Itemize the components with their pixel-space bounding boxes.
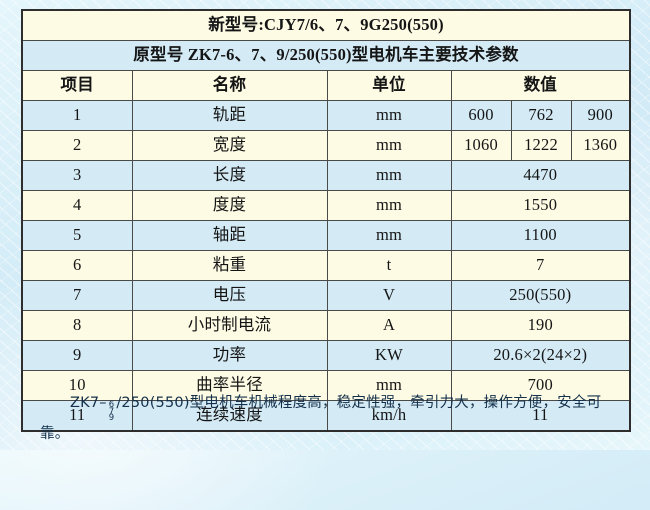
column-header-unit: 单位 xyxy=(326,70,452,101)
table-body: 新型号:CJY7/6、7、9G250(550) 原型号 ZK7-6、7、9/25… xyxy=(21,9,631,432)
row-name: 轨距 xyxy=(131,100,328,131)
row-number: 9 xyxy=(21,340,133,371)
row-name: 小时制电流 xyxy=(131,310,328,341)
row-unit: t xyxy=(326,250,452,281)
column-header-value: 数值 xyxy=(450,70,631,101)
row-name: 功率 xyxy=(131,340,328,371)
row-unit: KW xyxy=(326,340,452,371)
row-unit: mm xyxy=(326,220,452,251)
original-model-title: 原型号 ZK7-6、7、9/250(550)型电机车主要技术参数 xyxy=(21,40,631,71)
table-row: 1 轨距 mm 600 762 900 xyxy=(21,100,631,131)
table-row-column-headers: 项目 名称 单位 数值 xyxy=(21,70,631,101)
row-value: 250(550) xyxy=(450,280,631,311)
row-name: 宽度 xyxy=(131,130,328,161)
row-number: 1 xyxy=(21,100,133,131)
row-name: 粘重 xyxy=(131,250,328,281)
row-name: 长度 xyxy=(131,160,328,191)
column-header-item: 项目 xyxy=(21,70,133,101)
footer-description: ZK7– 6 7 9/250(550)型电机车机械程度高，稳定性强，牵引力大，操作方便… xyxy=(40,392,620,445)
footer-model-prefix: ZK7– xyxy=(70,395,107,411)
table-row: 5 轴距 mm 1100 xyxy=(21,220,631,251)
row-unit: mm xyxy=(326,190,452,221)
row-unit: mm xyxy=(326,100,452,131)
table-row: 2 宽度 mm 1060 1222 1360 xyxy=(21,130,631,161)
row-value: 7 xyxy=(450,250,631,281)
spec-sheet: 新型号:CJY7/6、7、9G250(550) 原型号 ZK7-6、7、9/25… xyxy=(21,9,632,445)
row-value-1: 600 xyxy=(450,100,512,131)
new-model-title: 新型号:CJY7/6、7、9G250(550) xyxy=(21,9,631,41)
row-number: 7 xyxy=(21,280,133,311)
variant-9: 9 xyxy=(108,413,115,424)
table-row: 8 小时制电流 A 190 xyxy=(21,310,631,341)
row-unit: mm xyxy=(326,130,452,161)
row-unit: V xyxy=(326,280,452,311)
row-value-3: 1360 xyxy=(570,130,631,161)
row-number: 2 xyxy=(21,130,133,161)
row-name: 度度 xyxy=(131,190,328,221)
row-value: 190 xyxy=(450,310,631,341)
table-row: 6 粘重 t 7 xyxy=(21,250,631,281)
column-header-name: 名称 xyxy=(131,70,328,101)
row-number: 8 xyxy=(21,310,133,341)
footer-text: /250(550)型电机车机械程度高，稳定性强，牵引力大，操作方便，安全可靠。 xyxy=(40,395,602,442)
table-row: 4 度度 mm 1550 xyxy=(21,190,631,221)
row-name: 电压 xyxy=(131,280,328,311)
table-row-title-new: 新型号:CJY7/6、7、9G250(550) xyxy=(21,9,631,41)
row-number: 5 xyxy=(21,220,133,251)
row-value-3: 900 xyxy=(570,100,631,131)
table-row: 9 功率 KW 20.6×2(24×2) xyxy=(21,340,631,371)
row-value: 4470 xyxy=(450,160,631,191)
row-number: 4 xyxy=(21,190,133,221)
row-value-2: 1222 xyxy=(510,130,572,161)
row-value-1: 1060 xyxy=(450,130,512,161)
table-row: 7 电压 V 250(550) xyxy=(21,280,631,311)
row-value-2: 762 xyxy=(510,100,572,131)
row-unit: mm xyxy=(326,160,452,191)
row-unit: A xyxy=(326,310,452,341)
specification-table: 新型号:CJY7/6、7、9G250(550) 原型号 ZK7-6、7、9/25… xyxy=(21,9,632,432)
row-name: 轴距 xyxy=(131,220,328,251)
table-row-title-original: 原型号 ZK7-6、7、9/250(550)型电机车主要技术参数 xyxy=(21,40,631,71)
row-number: 3 xyxy=(21,160,133,191)
row-value: 1550 xyxy=(450,190,631,221)
row-value: 20.6×2(24×2) xyxy=(450,340,631,371)
table-row: 3 长度 mm 4470 xyxy=(21,160,631,191)
row-number: 6 xyxy=(21,250,133,281)
row-value: 1100 xyxy=(450,220,631,251)
